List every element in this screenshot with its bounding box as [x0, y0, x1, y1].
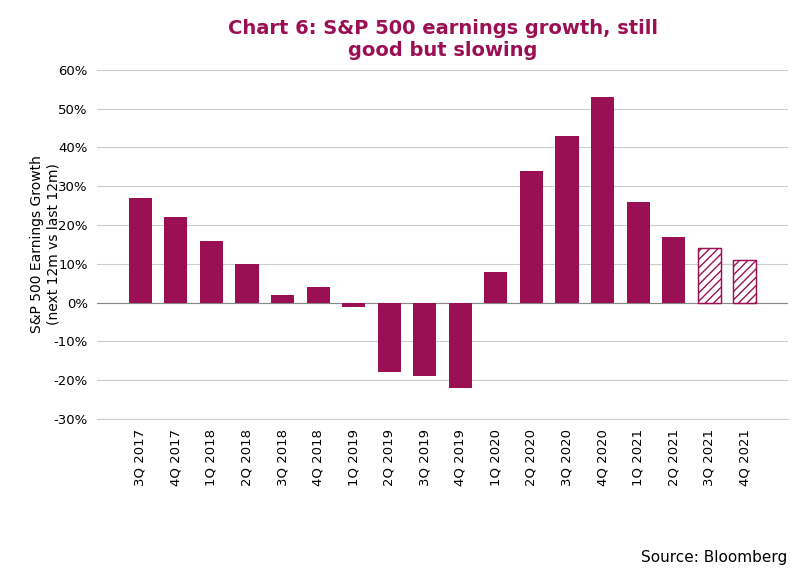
Y-axis label: S&P 500 Earnings Growth
(next 12m vs last 12m): S&P 500 Earnings Growth (next 12m vs las… — [30, 155, 60, 333]
Bar — [164, 217, 187, 303]
Bar — [448, 303, 471, 388]
Bar — [200, 240, 223, 303]
Bar — [129, 198, 152, 303]
Bar — [555, 136, 577, 303]
Bar — [697, 249, 720, 303]
Text: Source: Bloomberg: Source: Bloomberg — [641, 549, 787, 565]
Bar — [661, 237, 684, 303]
Bar — [235, 264, 258, 303]
Bar — [377, 303, 401, 372]
Bar — [519, 171, 543, 303]
Bar — [307, 287, 329, 303]
Bar — [483, 272, 507, 303]
Title: Chart 6: S&P 500 earnings growth, still
good but slowing: Chart 6: S&P 500 earnings growth, still … — [227, 19, 657, 60]
Bar — [732, 260, 755, 303]
Bar — [413, 303, 436, 377]
Bar — [626, 202, 649, 303]
Bar — [271, 295, 294, 303]
Bar — [590, 97, 613, 303]
Bar — [697, 249, 720, 303]
Bar — [732, 260, 755, 303]
Bar — [341, 303, 365, 307]
